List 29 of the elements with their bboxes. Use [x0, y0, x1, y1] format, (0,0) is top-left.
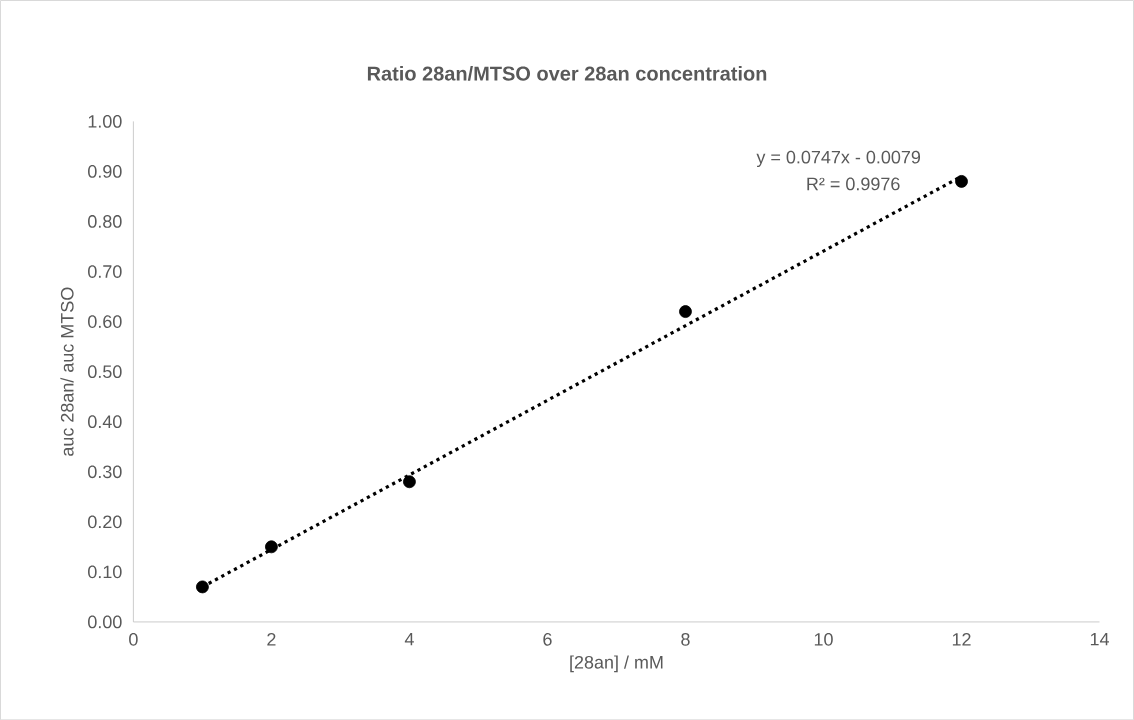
y-tick-label: 0.30: [88, 465, 122, 478]
y-tick-label: 0.50: [88, 365, 122, 378]
y-tick-label: 0.40: [88, 415, 122, 428]
y-tick-label: 0.20: [88, 515, 122, 529]
annotation: y = 0.0747x - 0.0079: [756, 150, 921, 167]
x-tick-label: 10: [814, 632, 833, 646]
annotation: R² = 0.9976: [807, 177, 900, 191]
x-tick-label: 14: [1090, 632, 1109, 646]
point: [403, 475, 416, 488]
point: [196, 580, 209, 594]
y-tick-label: 0.90: [88, 164, 122, 178]
y-tick-label: 0.80: [88, 214, 122, 228]
chart-title: Ratio 28an/MTSO over 28an concentration: [367, 65, 767, 81]
x-tick-label: 12: [952, 632, 971, 646]
y-axis-title: auc 28an/ auc MTSO: [60, 287, 74, 456]
x-tick-label: 0: [129, 632, 138, 646]
y-tick-label: 0.60: [88, 315, 122, 328]
y-tick-label: 1.00: [88, 114, 122, 128]
y-tick-label: 0.00: [88, 615, 122, 629]
point: [265, 540, 278, 554]
point: [955, 174, 968, 188]
x-axis-title: [28an] / mM: [570, 655, 663, 673]
point: [679, 305, 692, 318]
y-tick-label: 0.70: [88, 265, 122, 278]
x-tick-label: 8: [681, 632, 690, 646]
x-tick-label: 2: [267, 632, 276, 646]
x-tick-label: 4: [404, 632, 414, 646]
y-tick-label: 0.10: [88, 565, 122, 579]
x-tick-label: 6: [543, 632, 552, 646]
